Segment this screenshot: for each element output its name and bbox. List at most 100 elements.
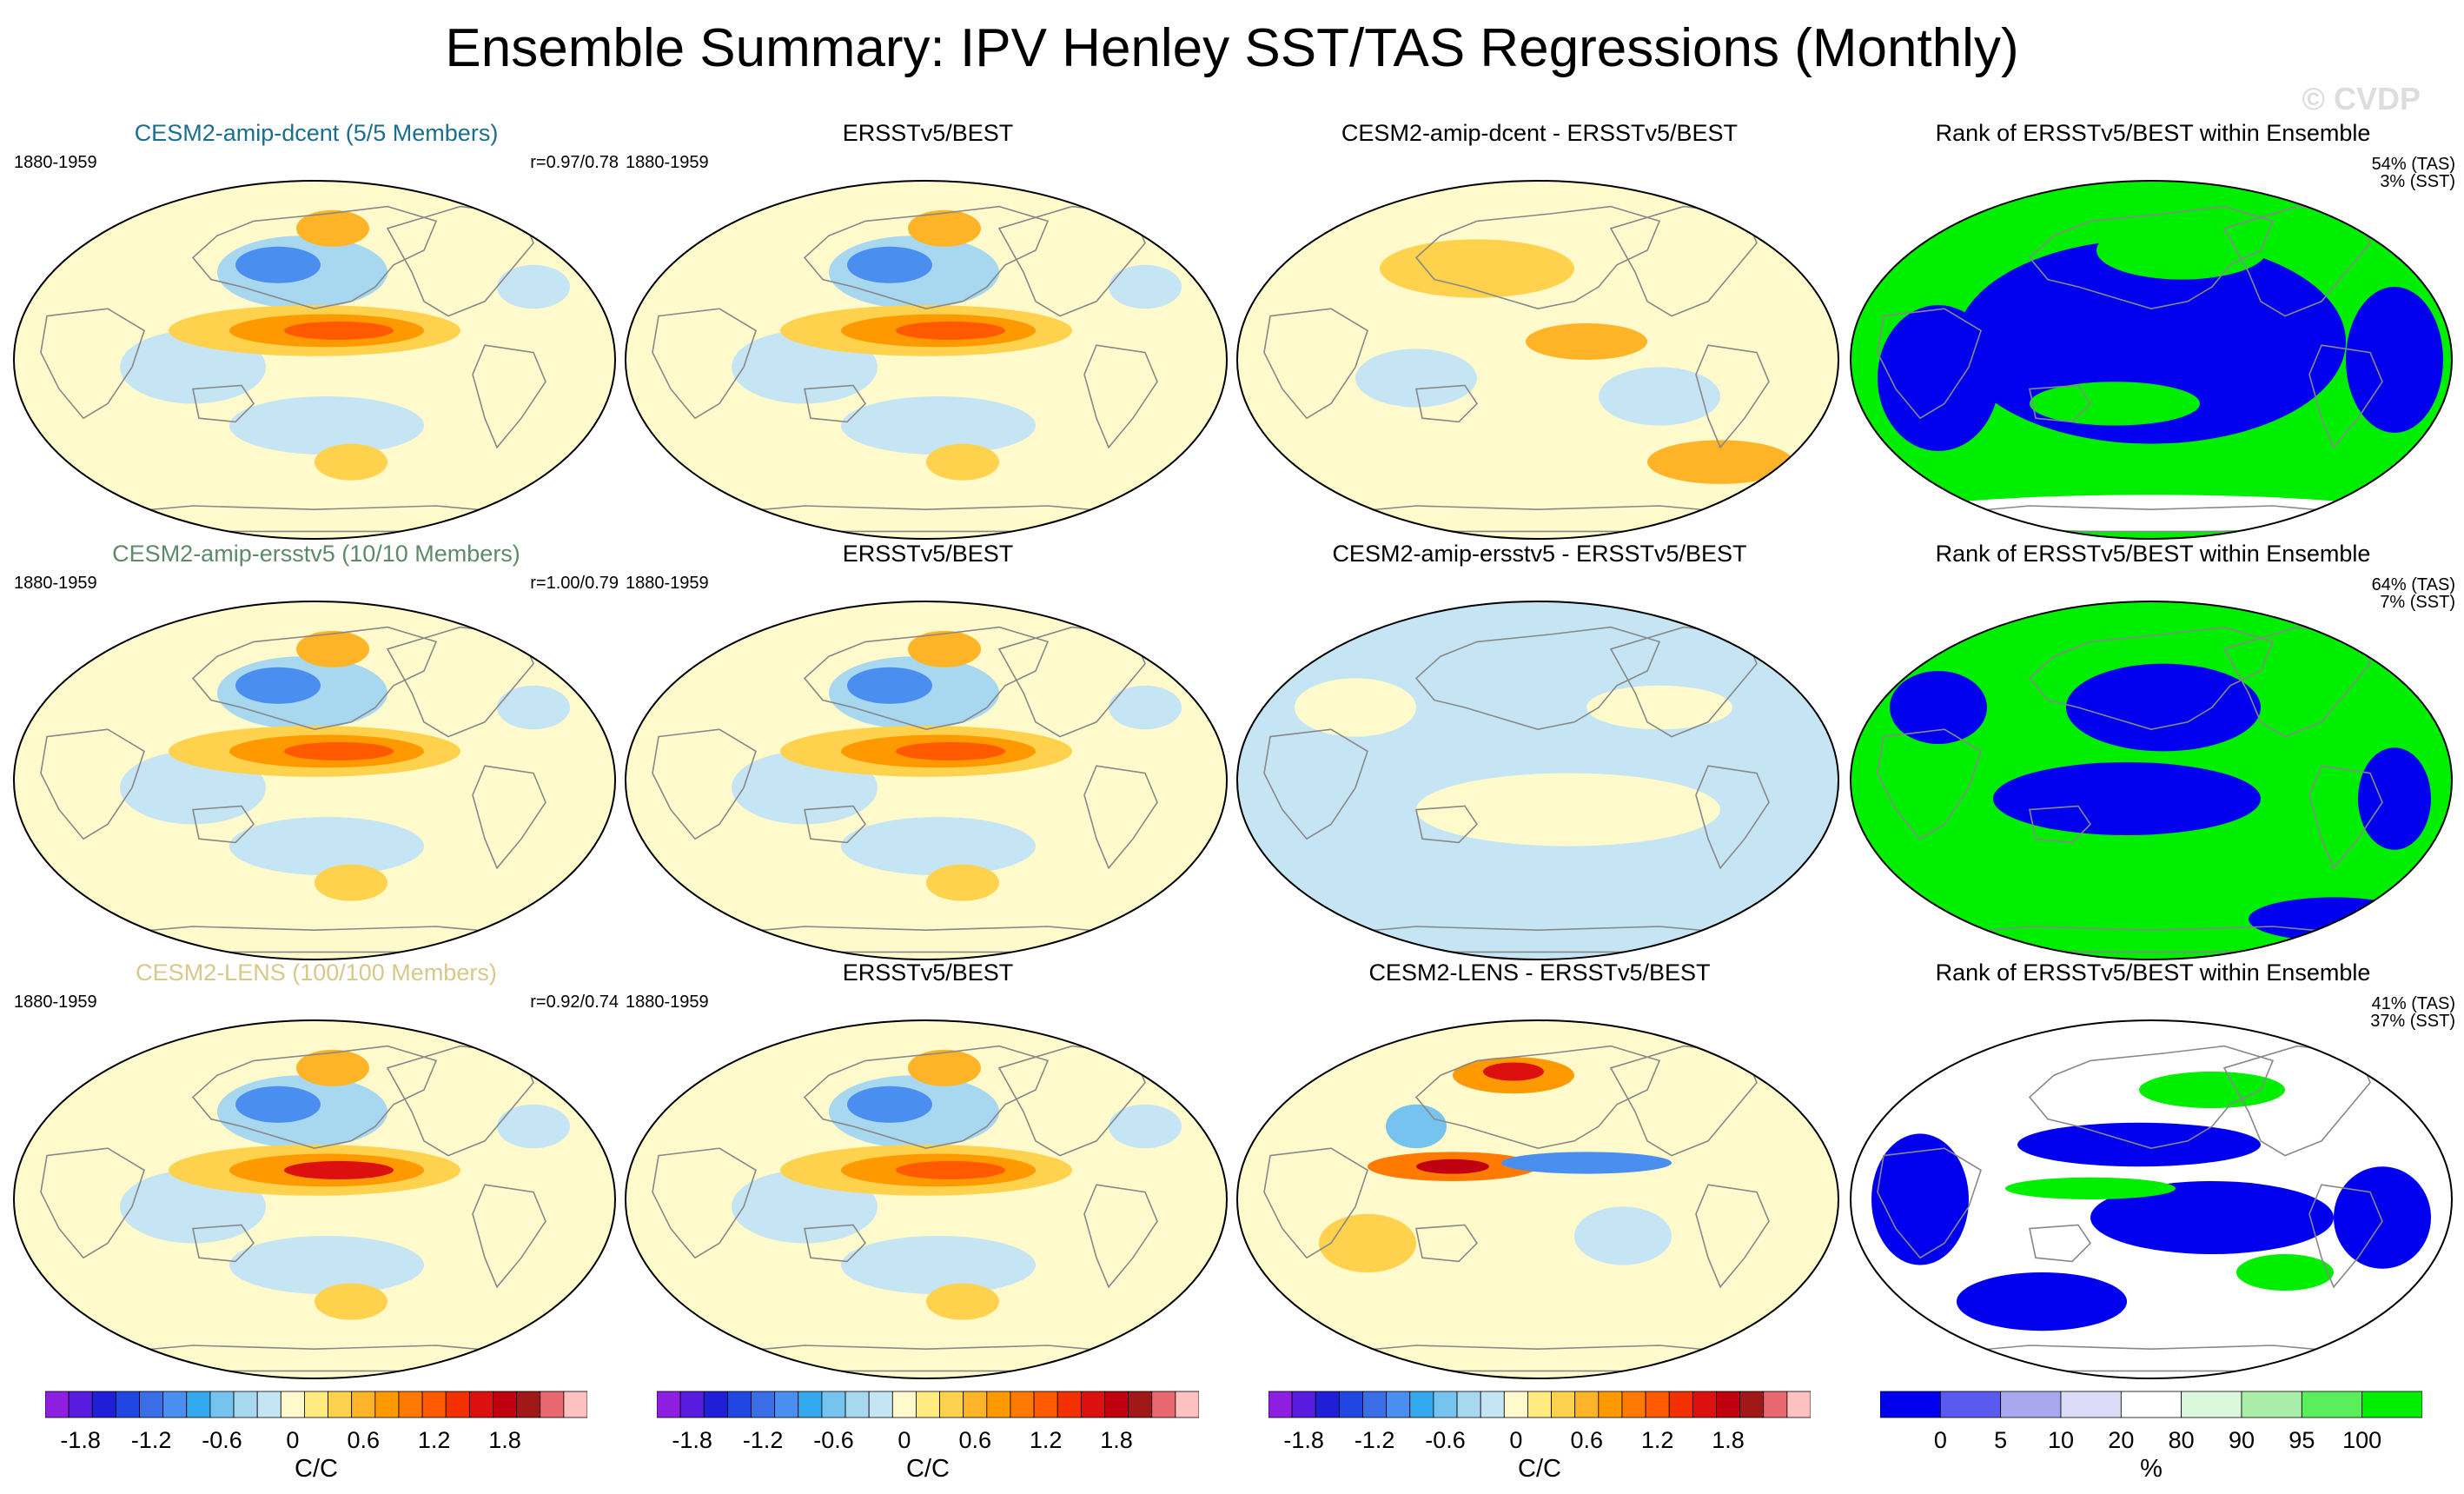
colorbar-swatches (1268, 1391, 1812, 1418)
colorbar-swatch (1621, 1391, 1646, 1418)
panel-title: Rank of ERSSTv5/BEST within Ensemble (1935, 959, 2371, 986)
coastline (1263, 728, 1368, 840)
map-border (625, 1019, 1228, 1379)
colorbar-tick-label: 1.2 (417, 1427, 451, 1453)
panel-title: CESM2-amip-dcent (5/5 Members) (134, 120, 499, 146)
map-border (625, 180, 1228, 540)
rank-blob-indian (1871, 1133, 1969, 1265)
map-field (14, 601, 615, 959)
period-label: 1880-1959 (14, 993, 97, 1012)
field-blob-atlantic (1109, 1104, 1182, 1149)
diff-blob-3 (1647, 440, 1793, 484)
colorbar-swatch (1128, 1391, 1153, 1418)
field-blob-atlantic (497, 264, 570, 309)
colorbar-swatch (1433, 1391, 1458, 1418)
coastline (40, 728, 145, 840)
colorbar-swatch (68, 1391, 93, 1418)
colorbar-swatch (1386, 1391, 1411, 1418)
rank-blob-atl (2334, 1166, 2431, 1269)
colorbar-swatch (91, 1391, 116, 1418)
world-map (1236, 601, 1839, 960)
colorbar-tick-label: 5 (1994, 1427, 2008, 1453)
panel-title: CESM2-LENS (100/100 Members) (136, 959, 497, 986)
field-blob-spacific (229, 396, 424, 455)
map-panel-rank: Rank of ERSSTv5/BEST within Ensemble 64% … (1847, 541, 2459, 963)
field-blob-npacific-core (847, 246, 932, 283)
field-blob-atlantic (1109, 685, 1182, 730)
colorbar-swatch (821, 1391, 846, 1418)
rank-tas-label: 64% (TAS) (2371, 575, 2455, 594)
field-blob-enso-core (284, 741, 394, 760)
coastline (1263, 308, 1368, 420)
coastline (40, 308, 145, 420)
map-border (13, 1019, 616, 1379)
coastline (1877, 728, 1982, 840)
field-blob-enso-core (896, 321, 1005, 340)
field-blob-enso-core (896, 741, 1005, 760)
panel-title: CESM2-amip-ersstv5 (10/10 Members) (112, 541, 520, 567)
colorbar-swatch (2000, 1391, 2062, 1418)
panel-title: ERSSTv5/BEST (842, 120, 1014, 146)
diff-blob-2 (1586, 685, 1732, 730)
map-field (14, 1020, 615, 1378)
panel-title: ERSSTv5/BEST (842, 959, 1014, 986)
colorbar-tick-label: 0 (1933, 1427, 1947, 1453)
colorbar-tick-label: 100 (2342, 1427, 2382, 1453)
world-map (625, 601, 1228, 960)
diff-blob-1-core (1483, 1062, 1544, 1081)
field-blob-atlantic (1109, 264, 1182, 309)
coastline (1083, 344, 1158, 449)
colorbar-swatch (2060, 1391, 2122, 1418)
field-blob-enso-core (896, 1160, 1005, 1179)
colorbar-tick-label: 10 (2047, 1427, 2075, 1453)
panel-title: CESM2-amip-ersstv5 - ERSSTv5/BEST (1332, 541, 1747, 567)
panel-title: ERSSTv5/BEST (842, 541, 1014, 567)
coastline (472, 1184, 546, 1289)
diff-blob-5 (1319, 1213, 1416, 1272)
rank-blob-so (1957, 1272, 2127, 1331)
colorbar-swatch (1362, 1391, 1388, 1418)
colorbar-swatch (162, 1391, 188, 1418)
colorbar-swatch (304, 1391, 328, 1418)
coastline (192, 1224, 255, 1263)
coastline (1695, 344, 1770, 449)
panel-title: CESM2-amip-dcent - ERSSTv5/BEST (1341, 120, 1739, 146)
coastline (1263, 1147, 1368, 1259)
rank-blob-ep (2090, 1181, 2334, 1254)
field-blob-alaska (908, 209, 981, 247)
colorbar-swatch (1338, 1391, 1363, 1418)
colorbar-swatch (1716, 1391, 1741, 1418)
coastline (803, 1045, 1050, 1150)
map-border (625, 601, 1228, 960)
coastline (2028, 205, 2275, 310)
rank-blob-eq (1993, 762, 2261, 835)
rank-sst-label: 3% (SST) (2380, 172, 2455, 191)
coastline (1695, 765, 1770, 870)
map-field (1851, 601, 2452, 959)
field-blob-alaska (296, 1049, 369, 1086)
watermark: © CVDP (2302, 81, 2421, 116)
colorbar-swatch (1033, 1391, 1058, 1418)
world-map (1850, 601, 2453, 960)
diff-blob-2 (1526, 323, 1647, 360)
colorbar-swatch (1786, 1391, 1812, 1418)
diff-blob-2-core (1416, 1159, 1489, 1174)
colorbar-tick-label: 1.8 (1100, 1427, 1133, 1453)
rank-blob-np (2096, 221, 2267, 280)
coastline (1877, 1147, 1982, 1259)
field-blob-spacific (229, 1236, 424, 1295)
colorbar-swatch (44, 1391, 70, 1418)
panel-title: Rank of ERSSTv5/BEST within Ensemble (1935, 120, 2371, 146)
colorbar: -1.8 -1.2 -0.6 0 0.6 1.2 1.8 C/C (44, 1391, 588, 1486)
coastline (2029, 384, 2092, 423)
colorbar-tick-label: -0.6 (202, 1427, 242, 1453)
correlation-label: r=0.97/0.78 (530, 153, 619, 172)
colorbar-swatch (703, 1391, 728, 1418)
period-label: 1880-1959 (626, 993, 709, 1012)
field-blob-south (315, 1283, 387, 1320)
coastline (652, 308, 757, 420)
map-field (626, 181, 1227, 539)
world-map (13, 601, 616, 960)
map-border (1850, 1019, 2453, 1379)
world-map (625, 180, 1228, 540)
